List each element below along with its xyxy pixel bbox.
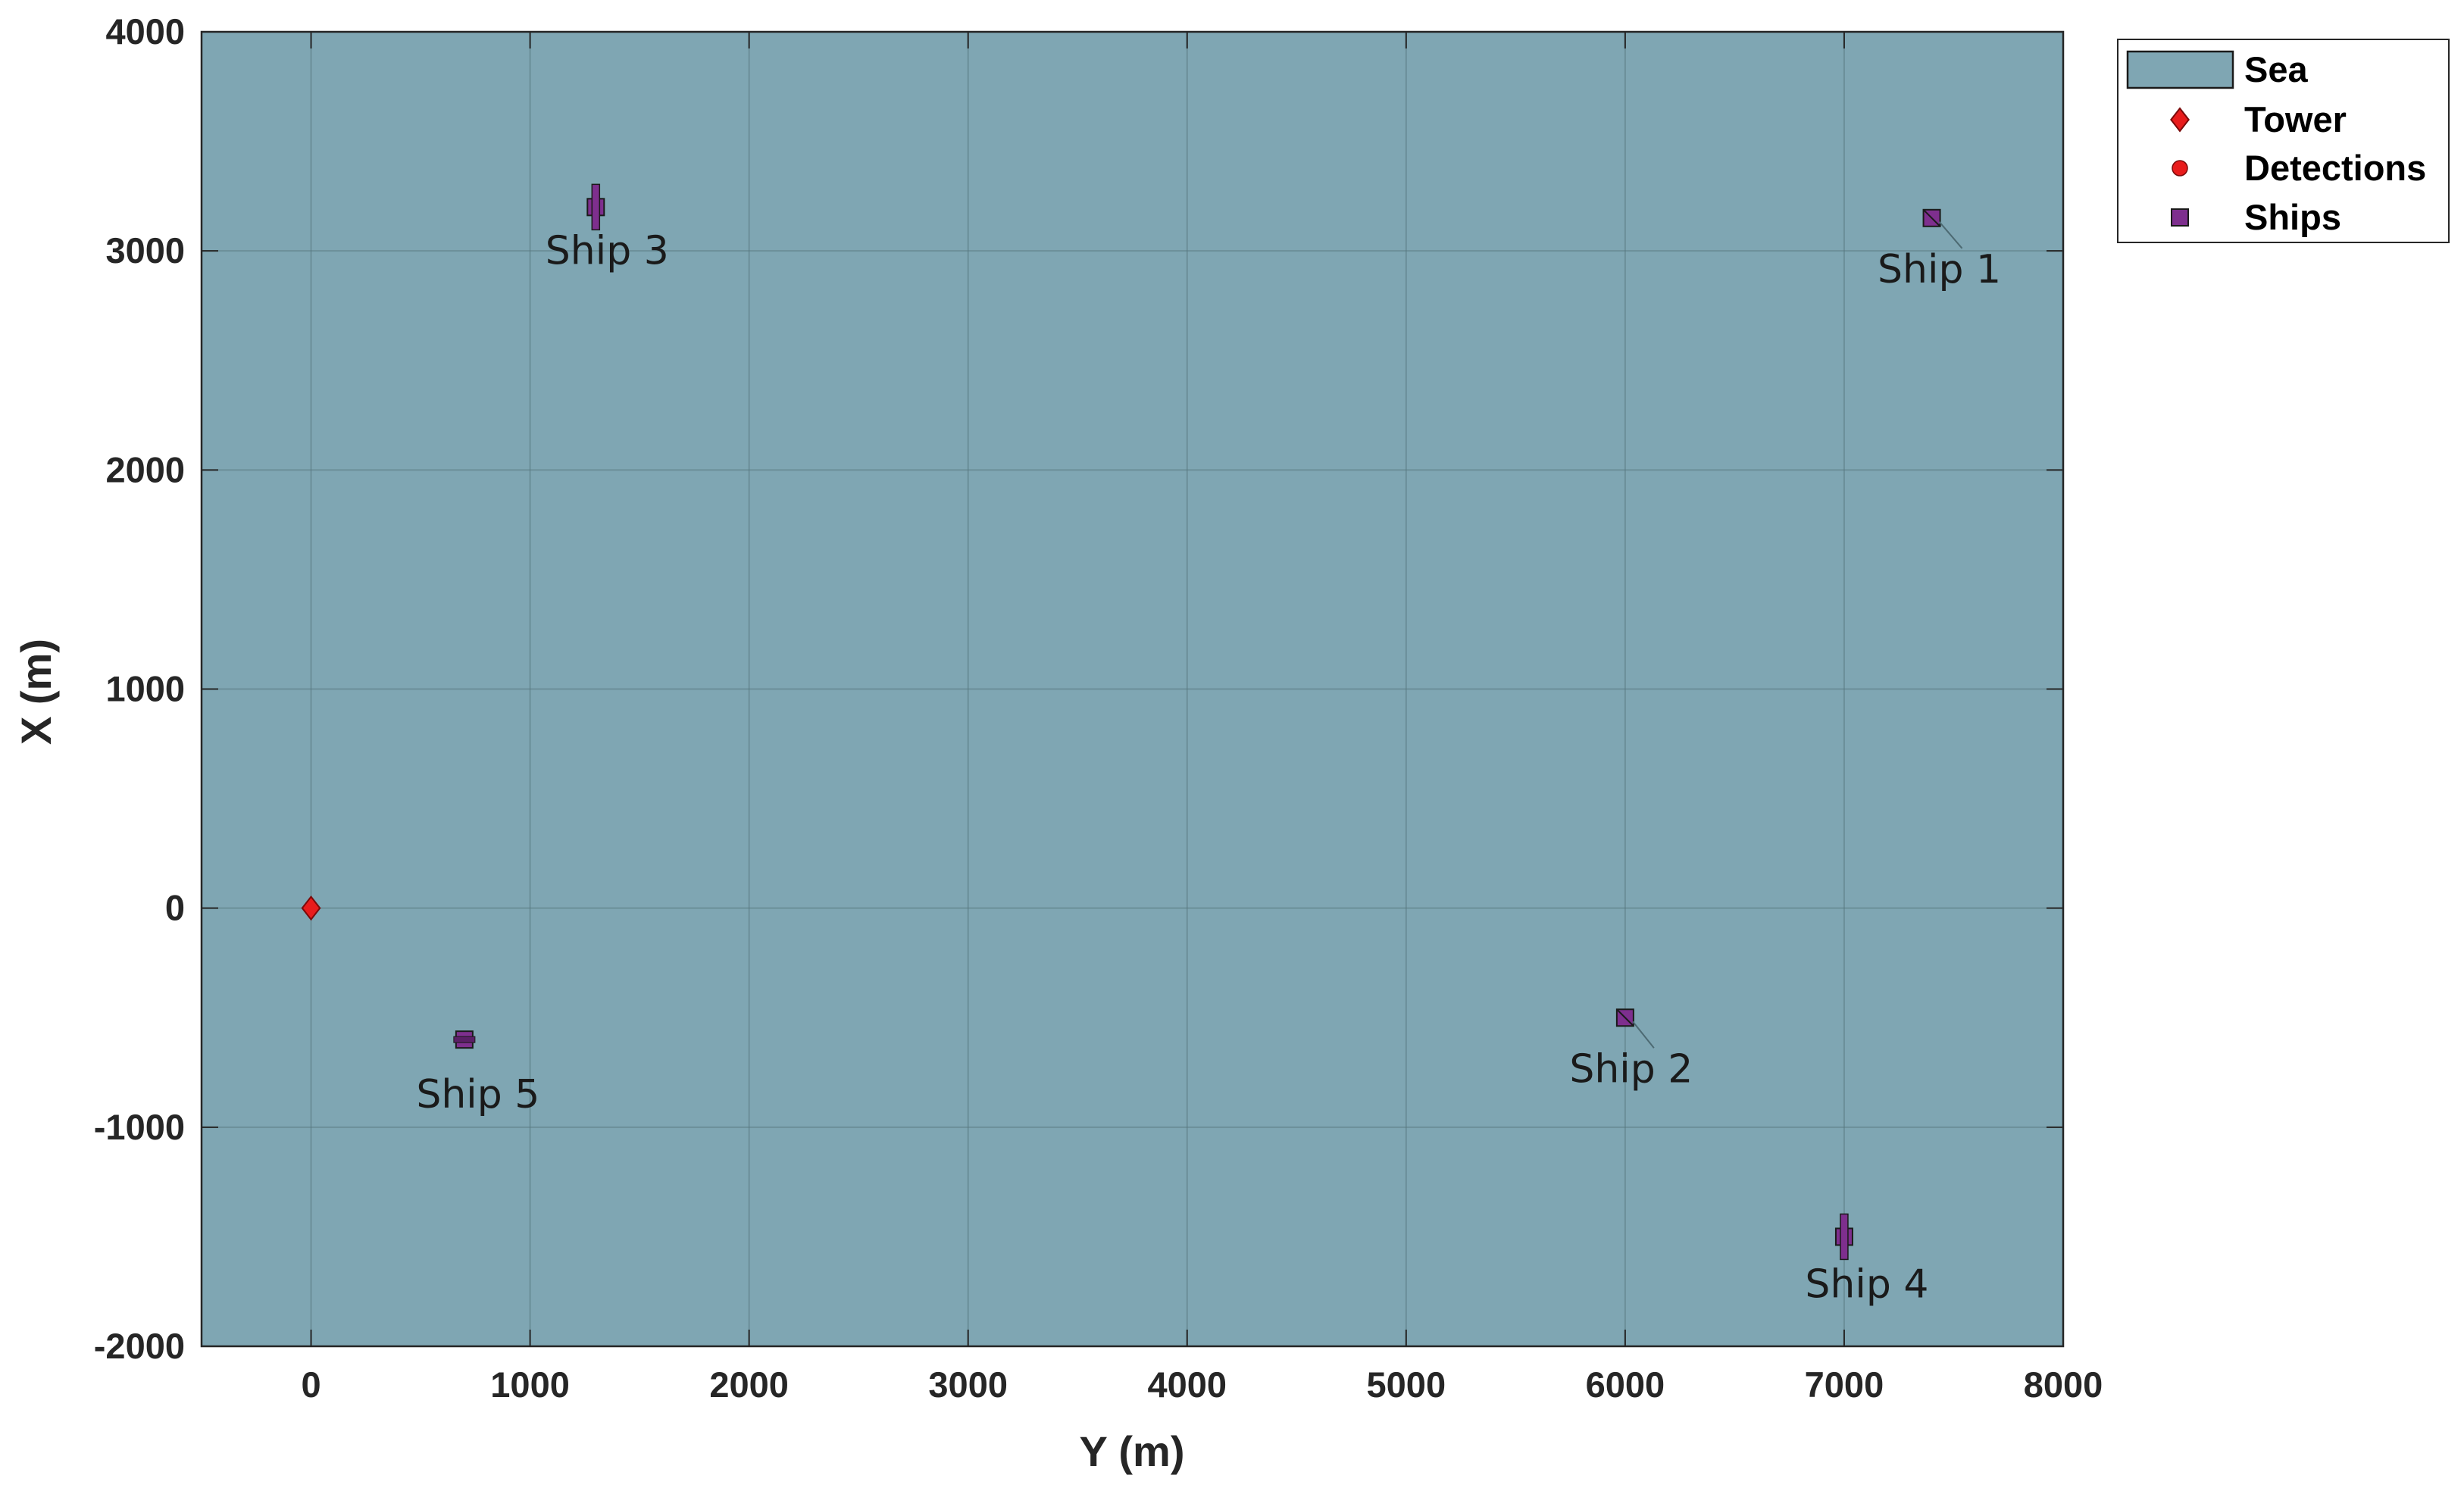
ship-marker	[586, 183, 605, 231]
x-tick-label: 2000	[709, 1364, 789, 1405]
legend-entry: Sea	[2126, 49, 2308, 89]
ship-hull	[591, 183, 601, 231]
x-tick-label: 1000	[490, 1364, 570, 1405]
ship-marker	[1922, 208, 1963, 249]
y-tick-label: 2000	[105, 449, 185, 489]
ship-label: Ship 1	[1878, 247, 2001, 292]
ship-hull	[1616, 1008, 1634, 1027]
x-tick-label: 0	[301, 1364, 321, 1405]
ship-label: Ship 5	[416, 1072, 539, 1117]
y-axis: -2000 -1000 0 1000 2000 3000 4000	[94, 11, 2063, 1366]
legend-swatch-sea	[2126, 50, 2234, 89]
ship-hull	[1922, 209, 1941, 227]
x-tick-label: 5000	[1367, 1364, 1446, 1405]
legend-swatch-detections	[2172, 160, 2188, 177]
ship-leader-line	[1632, 1021, 1655, 1049]
legend: Sea Tower Detections Ships	[2117, 39, 2450, 243]
legend-label: Tower	[2244, 99, 2347, 139]
x-tick-label: 4000	[1147, 1364, 1227, 1405]
ship-hull	[453, 1036, 476, 1043]
y-axis-label: X (m)	[12, 639, 60, 745]
ship-marker	[453, 1030, 476, 1049]
ship-label: Ship 2	[1569, 1046, 1693, 1092]
x-axis-label: Y (m)	[1080, 1427, 1185, 1475]
ship-hull	[1840, 1213, 1849, 1261]
tower-marker	[301, 896, 321, 921]
ship-marker	[1615, 1008, 1655, 1049]
y-tick-label: -2000	[94, 1326, 185, 1366]
y-tick-label: -1000	[94, 1107, 185, 1147]
legend-entry: Tower	[2170, 99, 2347, 139]
legend-entry: Ships	[2171, 197, 2341, 237]
ship-leader-line	[1938, 221, 1963, 249]
y-tick-label: 1000	[105, 669, 185, 709]
legend-label: Sea	[2244, 49, 2308, 89]
legend-entry: Detections	[2172, 148, 2426, 188]
x-tick-label: 3000	[928, 1364, 1008, 1405]
plot-area: Ship 1 Ship 2 Ship 3 Ship 4 Ship 5	[200, 30, 2065, 1348]
x-axis: 0 1000 2000 3000 4000 5000 6000 7000 8000	[301, 32, 2103, 1405]
legend-swatch-ships	[2171, 208, 2189, 227]
legend-label: Ships	[2244, 197, 2341, 237]
y-tick-label: 4000	[105, 11, 185, 52]
x-tick-label: 6000	[1586, 1364, 1665, 1405]
x-tick-label: 8000	[2024, 1364, 2103, 1405]
y-tick-label: 3000	[105, 230, 185, 270]
ship-label: Ship 3	[546, 228, 669, 274]
legend-swatch-tower	[2170, 107, 2190, 133]
y-tick-label: 0	[165, 888, 185, 928]
ship-label: Ship 4	[1805, 1261, 1928, 1307]
legend-label: Detections	[2244, 148, 2426, 188]
x-tick-label: 7000	[1805, 1364, 1884, 1405]
ship-marker	[1834, 1213, 1853, 1261]
